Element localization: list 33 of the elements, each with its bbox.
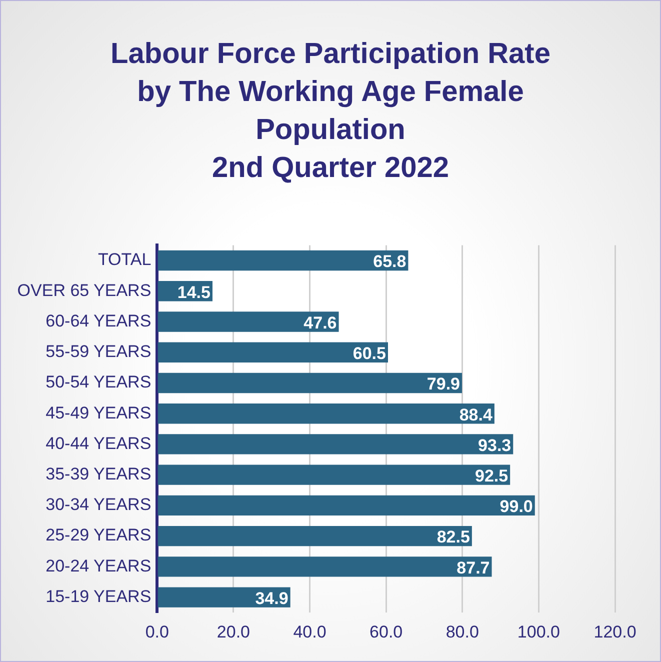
y-tick-label: TOTAL <box>98 250 152 270</box>
data-label: 82.5 <box>436 528 470 547</box>
data-label: 99.0 <box>500 497 533 516</box>
data-label: 87.7 <box>456 558 490 578</box>
data-label: 92.5 <box>474 466 508 486</box>
y-tick-label: 60-64 YEARS <box>46 311 152 330</box>
x-tick-label: 0.0 <box>145 622 169 642</box>
data-label: 60.5 <box>352 344 386 364</box>
y-tick-label: 55-59 YEARS <box>46 342 152 362</box>
y-tick-label: 40-44 YEARS <box>46 434 152 453</box>
y-tick-label: OVER 65 YEARS <box>17 280 152 300</box>
y-tick-label: 30-34 YEARS <box>46 495 152 514</box>
data-label: 65.8 <box>373 252 406 272</box>
x-tick-label: 100.0 <box>517 622 560 642</box>
data-label: 34.9 <box>255 588 288 608</box>
y-tick-label: 20-24 YEARS <box>46 556 152 576</box>
y-tick-label: 50-54 YEARS <box>46 372 152 392</box>
x-tick-label: 80.0 <box>446 622 479 642</box>
chart-title: Labour Force Participation Rate by The Working Age Female Population <box>110 37 552 148</box>
x-tick-label: 20.0 <box>216 622 250 642</box>
y-tick-label: 25-29 YEARS <box>46 526 152 545</box>
chart-subtitle: 2nd Quarter 2022 <box>211 151 450 186</box>
y-tick-label: 35-39 YEARS <box>46 464 152 484</box>
data-label: 79.9 <box>426 374 460 394</box>
x-tick-label: 40.0 <box>293 622 326 642</box>
data-label: 14.5 <box>177 282 210 302</box>
data-label: 88.4 <box>459 405 493 424</box>
x-tick-label: 60.0 <box>370 622 403 642</box>
y-tick-label: 15-19 YEARS <box>46 586 152 606</box>
data-label: 47.6 <box>304 313 337 332</box>
x-tick-label: 120.0 <box>594 622 636 642</box>
y-tick-label: 45-49 YEARS <box>46 403 152 422</box>
data-label: 93.3 <box>478 436 512 455</box>
